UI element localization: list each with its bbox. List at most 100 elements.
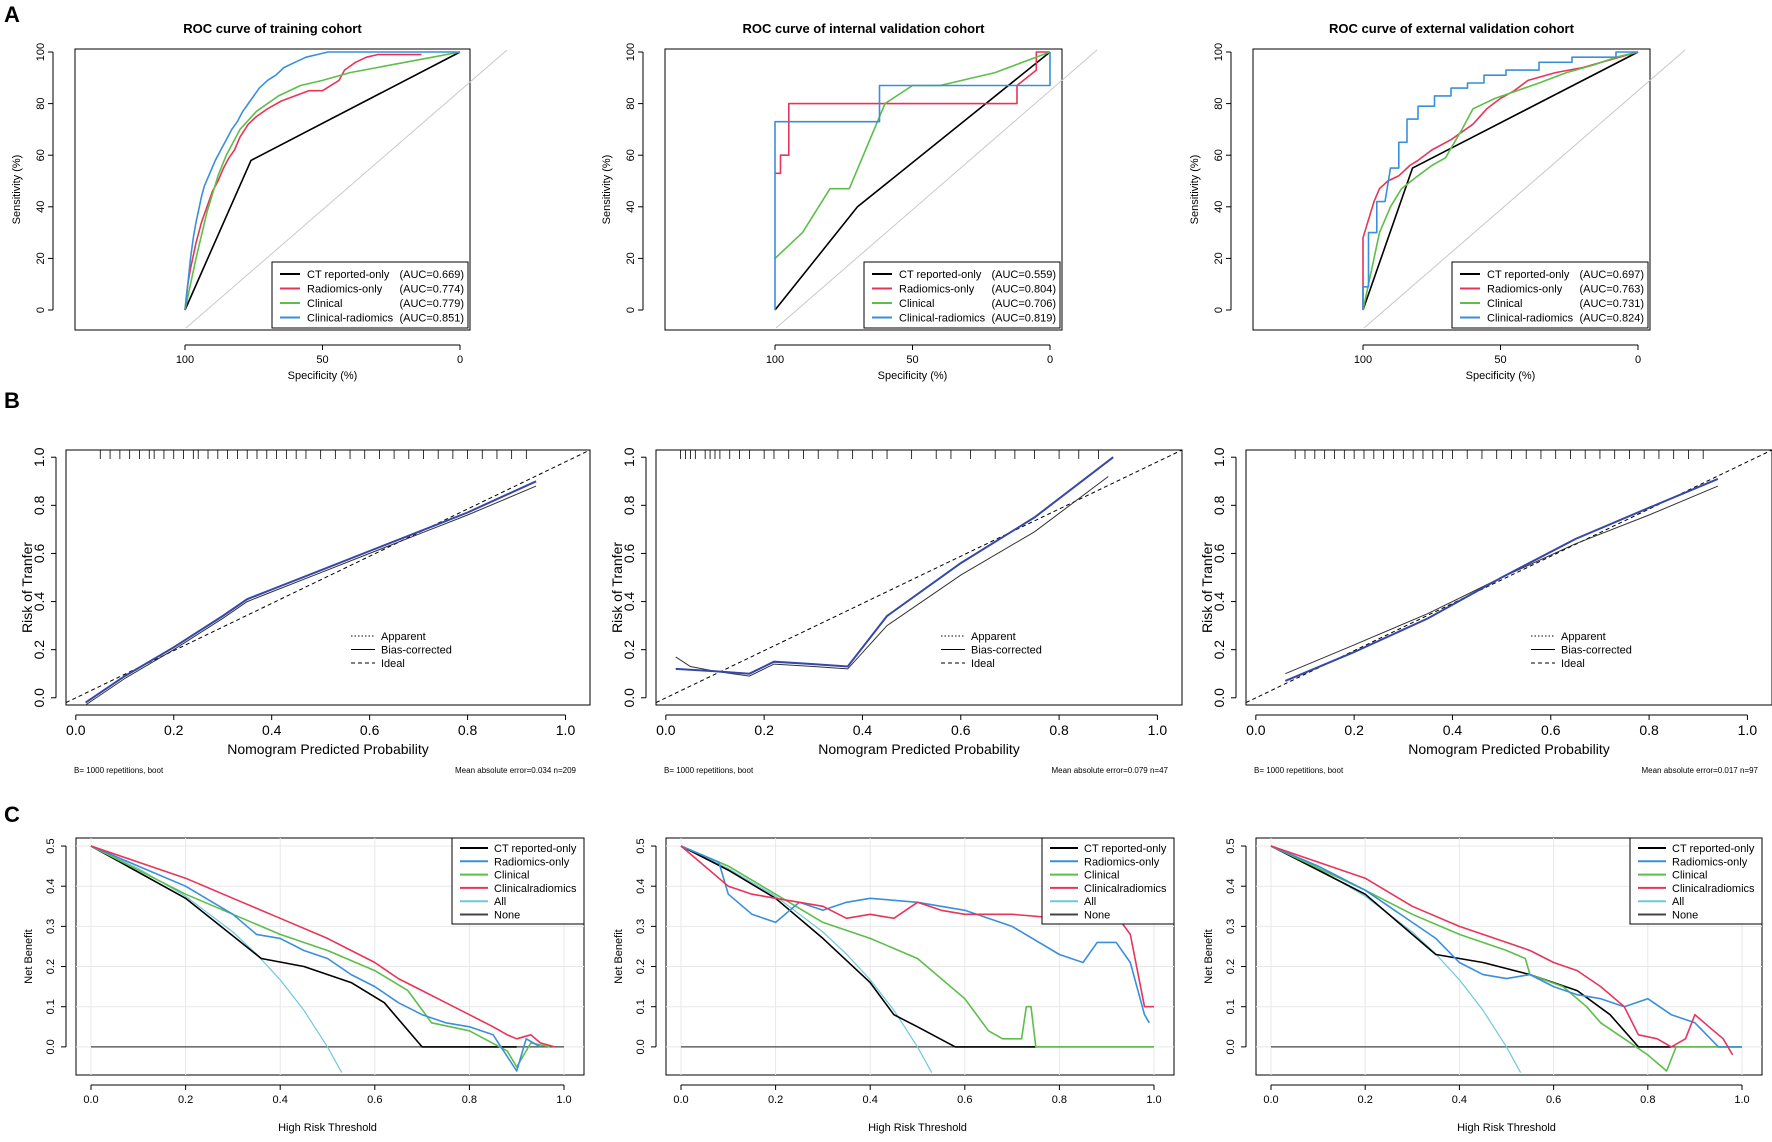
x-tick-label: 0.6 bbox=[1541, 722, 1561, 738]
y-tick-label: 0.6 bbox=[621, 544, 637, 564]
x-tick-label: 0.4 bbox=[1443, 722, 1463, 738]
y-tick-label: 80 bbox=[625, 97, 637, 109]
y-tick-label: 0.0 bbox=[31, 688, 47, 708]
x-tick-label: 0.4 bbox=[853, 722, 873, 738]
legend-label: Radiomics-only bbox=[1487, 284, 1563, 296]
y-tick-label: 60 bbox=[35, 149, 47, 161]
y-tick-label: 0.2 bbox=[621, 640, 637, 660]
legend-label: Apparent bbox=[1561, 631, 1606, 643]
y-axis-label: Net Benefit bbox=[1203, 929, 1215, 983]
y-tick-label: 60 bbox=[1213, 149, 1225, 161]
legend-label: CT reported-only bbox=[1084, 843, 1167, 855]
x-tick-label: 0.2 bbox=[1358, 1094, 1373, 1106]
y-tick-label: 0.4 bbox=[31, 592, 47, 612]
ideal-line bbox=[655, 449, 1183, 704]
legend-label: CT reported-only bbox=[1672, 843, 1755, 855]
y-tick-label: 0.2 bbox=[31, 640, 47, 660]
y-tick-label: 0.0 bbox=[1211, 688, 1227, 708]
legend-label: Clinicalradiomics bbox=[1672, 883, 1755, 895]
y-tick-label: 0.0 bbox=[635, 1039, 647, 1054]
y-axis-label: Net Benefit bbox=[23, 929, 35, 983]
roc-curve-clinical-radiomics bbox=[774, 52, 1051, 310]
y-axis-label: Sensitivity (%) bbox=[601, 155, 613, 225]
dca-curve-ct-reported-only bbox=[90, 845, 517, 1048]
x-axis-label: Specificity (%) bbox=[878, 370, 948, 382]
plots-layer: ROC curve of training cohort 0 20 40 60 80 100… bbox=[11, 21, 1772, 1134]
x-tick-label: 0.8 bbox=[1639, 722, 1659, 738]
legend-label: Ideal bbox=[381, 658, 405, 670]
x-tick-label: 0.2 bbox=[178, 1094, 193, 1106]
legend-label: Radiomics-only bbox=[307, 284, 383, 296]
legend-label: None bbox=[1084, 910, 1110, 922]
plot-frame bbox=[74, 48, 471, 331]
y-tick-label: 0.1 bbox=[635, 999, 647, 1014]
y-tick-label: 0.3 bbox=[635, 919, 647, 934]
x-axis-label: Specificity (%) bbox=[1466, 370, 1536, 382]
ideal-line bbox=[65, 449, 591, 704]
y-tick-label: 40 bbox=[35, 201, 47, 213]
reference-diagonal bbox=[775, 49, 1098, 329]
y-tick-label: 0.4 bbox=[45, 879, 57, 894]
reference-diagonal bbox=[185, 49, 508, 329]
y-tick-label: 0.4 bbox=[1211, 592, 1227, 612]
dca-curve-ct-reported-only bbox=[1270, 845, 1672, 1048]
apparent-line bbox=[1284, 477, 1719, 682]
footnote-left: B= 1000 repetitions, boot bbox=[664, 766, 754, 775]
x-tick-label: 0.6 bbox=[951, 722, 971, 738]
y-tick-label: 80 bbox=[1213, 97, 1225, 109]
apparent-line bbox=[85, 480, 537, 704]
x-axis-label: High Risk Threshold bbox=[278, 1122, 377, 1134]
y-tick-label: 1.0 bbox=[621, 447, 637, 467]
roc-curve-clinical-radiomics bbox=[1362, 51, 1638, 310]
legend-label: Clinical-radiomics bbox=[1487, 313, 1574, 325]
panel-letter-a: A bbox=[4, 2, 20, 27]
chart-title: ROC curve of external validation cohort bbox=[1329, 21, 1575, 36]
x-tick-label: 0.0 bbox=[656, 722, 676, 738]
x-tick-label: 0.8 bbox=[458, 722, 478, 738]
legend-label: Clinical bbox=[1084, 870, 1119, 882]
footnote-left: B= 1000 repetitions, boot bbox=[74, 766, 164, 775]
x-axis-label: High Risk Threshold bbox=[1457, 1122, 1556, 1134]
legend-auc: (AUC=0.779) bbox=[399, 298, 464, 310]
y-tick-label: 0 bbox=[625, 307, 637, 313]
legend-label: Clinical bbox=[1487, 298, 1522, 310]
y-tick-label: 0.5 bbox=[45, 838, 57, 853]
legend-auc: (AUC=0.669) bbox=[399, 269, 464, 281]
x-tick-label: 0.0 bbox=[83, 1094, 98, 1106]
legend-label: All bbox=[494, 896, 506, 908]
dca-curve-radiomics-only bbox=[1270, 845, 1742, 1048]
legend-auc: (AUC=0.697) bbox=[1579, 269, 1644, 281]
dca-curve-all bbox=[680, 845, 933, 1073]
x-tick-label: 0.2 bbox=[768, 1094, 783, 1106]
legend-label: Clinical bbox=[899, 298, 934, 310]
x-axis-label: Specificity (%) bbox=[288, 370, 358, 382]
plot-frame bbox=[655, 449, 1183, 706]
x-tick-label: 0.8 bbox=[1049, 722, 1069, 738]
x-tick-label: 0.0 bbox=[1263, 1094, 1278, 1106]
legend-auc: (AUC=0.706) bbox=[991, 298, 1056, 310]
legend-label: Clinical-radiomics bbox=[307, 313, 394, 325]
y-tick-label: 1.0 bbox=[1211, 447, 1227, 467]
x-tick-label: 0.6 bbox=[360, 722, 380, 738]
legend-auc: (AUC=0.804) bbox=[991, 284, 1056, 296]
legend-auc: (AUC=0.824) bbox=[1579, 313, 1644, 325]
chart-title: ROC curve of training cohort bbox=[183, 21, 362, 36]
y-tick-label: 20 bbox=[625, 252, 637, 264]
plot-frame bbox=[1245, 449, 1772, 706]
chart-a-1: ROC curve of training cohort 0 20 40 60 80 100… bbox=[11, 21, 508, 382]
roc-curve-ct-reported-only bbox=[1362, 51, 1639, 311]
chart-title: ROC curve of internal validation cohort bbox=[743, 21, 986, 36]
x-tick-label: 0.2 bbox=[1344, 722, 1364, 738]
plot-frame bbox=[1255, 837, 1763, 1076]
y-tick-label: 0.2 bbox=[1211, 640, 1227, 660]
legend-label: Clinical bbox=[307, 298, 342, 310]
legend-label: Bias-corrected bbox=[1561, 645, 1632, 657]
dca-curve-radiomics-only bbox=[90, 845, 541, 1072]
x-tick-label: 0 bbox=[457, 354, 463, 366]
panel-letter-c: C bbox=[4, 802, 20, 827]
x-tick-label: 50 bbox=[1494, 354, 1506, 366]
legend-label: All bbox=[1084, 896, 1096, 908]
x-tick-label: 0 bbox=[1635, 354, 1641, 366]
x-tick-label: 0.4 bbox=[1452, 1094, 1467, 1106]
